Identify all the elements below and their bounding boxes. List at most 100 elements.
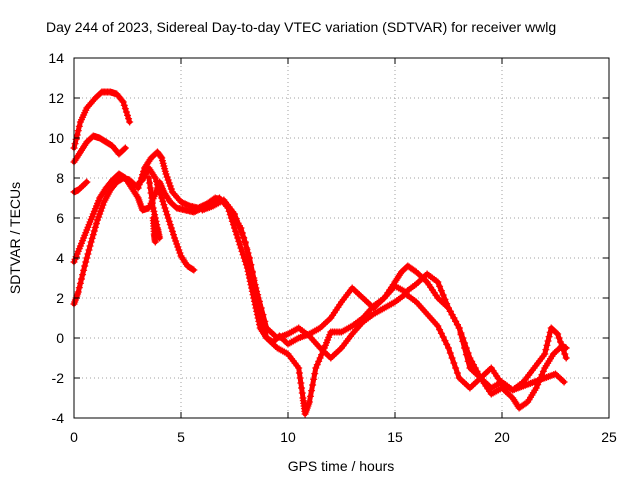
data-point-marker xyxy=(296,374,304,382)
data-point-marker xyxy=(305,398,313,406)
data-point-marker xyxy=(232,215,240,223)
data-point-marker xyxy=(156,178,164,186)
data-point-marker xyxy=(535,377,543,385)
data-point-marker xyxy=(234,234,242,242)
data-point-marker xyxy=(84,250,92,258)
data-point-marker xyxy=(166,221,174,229)
data-point-marker xyxy=(538,371,546,379)
data-point-marker xyxy=(553,329,561,337)
data-point-marker xyxy=(162,207,170,215)
data-point-marker xyxy=(309,381,317,389)
data-point-marker xyxy=(76,279,84,287)
data-point-marker xyxy=(158,183,166,191)
data-point-marker xyxy=(175,246,183,254)
data-point-marker xyxy=(138,171,146,179)
data-point-marker xyxy=(539,367,547,375)
data-point-marker xyxy=(190,266,198,274)
data-point-marker xyxy=(161,204,169,212)
data-point-marker xyxy=(556,338,564,346)
data-point-marker xyxy=(135,181,143,189)
data-point-marker xyxy=(75,122,83,130)
data-point-marker xyxy=(173,240,181,248)
data-point-marker xyxy=(77,275,85,283)
tick-labels-layer: 0 5 10 15 20 25 -4 -2 0 2 4 6 8 10 12 14 xyxy=(48,50,617,445)
data-point-marker xyxy=(254,291,262,299)
data-point-marker xyxy=(259,311,267,319)
data-point-marker xyxy=(298,384,306,392)
data-point-marker xyxy=(167,185,175,193)
data-point-marker xyxy=(561,350,569,358)
data-point-marker xyxy=(73,131,81,139)
series-track-i xyxy=(198,196,570,394)
data-point-marker xyxy=(234,219,242,227)
data-point-marker xyxy=(545,333,553,341)
data-point-marker xyxy=(85,246,93,254)
data-point-marker xyxy=(238,247,246,255)
data-point-marker xyxy=(95,213,103,221)
data-point-marker xyxy=(121,105,129,113)
data-point-marker xyxy=(313,361,321,369)
data-point-marker xyxy=(96,210,104,218)
data-point-marker xyxy=(146,184,154,192)
x-tick-label: 20 xyxy=(494,429,510,445)
y-tick-label: 14 xyxy=(48,50,64,66)
x-tick-label: 10 xyxy=(280,429,296,445)
data-point-marker xyxy=(306,392,314,400)
data-point-marker xyxy=(91,223,99,231)
x-tick-label: 25 xyxy=(601,429,617,445)
data-point-marker xyxy=(236,224,244,232)
data-point-marker xyxy=(231,210,238,218)
data-point-marker xyxy=(257,304,265,312)
y-tick-label: 0 xyxy=(56,330,64,346)
series-track-c xyxy=(70,178,91,196)
data-point-marker xyxy=(166,182,174,190)
data-point-marker xyxy=(170,231,178,239)
data-point-marker xyxy=(158,185,166,193)
data-point-marker xyxy=(464,349,472,357)
data-point-marker xyxy=(149,204,157,212)
series-track-h xyxy=(149,214,159,246)
data-point-marker xyxy=(295,364,303,372)
y-tick-label: 8 xyxy=(56,170,64,186)
data-point-marker xyxy=(450,359,458,367)
y-tick-label: 10 xyxy=(48,130,64,146)
data-point-marker xyxy=(74,288,82,296)
data-point-marker xyxy=(120,145,128,153)
x-tick-label: 0 xyxy=(70,429,78,445)
data-point-marker xyxy=(136,177,144,185)
data-point-marker xyxy=(441,337,449,345)
data-point-marker xyxy=(541,350,549,358)
y-tick-label: 4 xyxy=(56,250,64,266)
y-tick-label: 6 xyxy=(56,210,64,226)
data-point-marker xyxy=(167,224,175,232)
data-point-marker xyxy=(133,192,141,200)
data-point-marker xyxy=(457,329,465,337)
data-point-marker xyxy=(82,258,90,266)
data-point-marker xyxy=(99,201,107,209)
data-point-marker xyxy=(83,254,91,262)
data-point-marker xyxy=(150,207,158,215)
data-point-marker xyxy=(255,297,263,305)
data-point-marker xyxy=(163,211,171,219)
data-point-marker xyxy=(439,333,447,341)
data-point-marker xyxy=(436,326,444,334)
data-point-marker xyxy=(239,233,247,241)
data-point-marker xyxy=(151,238,159,246)
x-tick-label: 15 xyxy=(387,429,403,445)
series-layer xyxy=(70,88,570,418)
data-point-marker xyxy=(75,284,83,292)
y-tick-label: 12 xyxy=(48,90,64,106)
series-track-b xyxy=(70,132,129,166)
data-point-marker xyxy=(461,339,469,347)
data-point-marker xyxy=(241,238,249,246)
data-point-marker xyxy=(157,153,165,161)
data-point-marker xyxy=(126,118,134,126)
data-point-marker xyxy=(558,342,566,350)
data-point-marker xyxy=(542,346,550,354)
data-point-marker xyxy=(120,101,128,109)
data-point-marker xyxy=(534,381,542,389)
data-point-marker xyxy=(151,174,159,182)
data-point-marker xyxy=(555,334,563,342)
data-point-marker xyxy=(124,111,131,119)
data-point-marker xyxy=(163,173,171,181)
